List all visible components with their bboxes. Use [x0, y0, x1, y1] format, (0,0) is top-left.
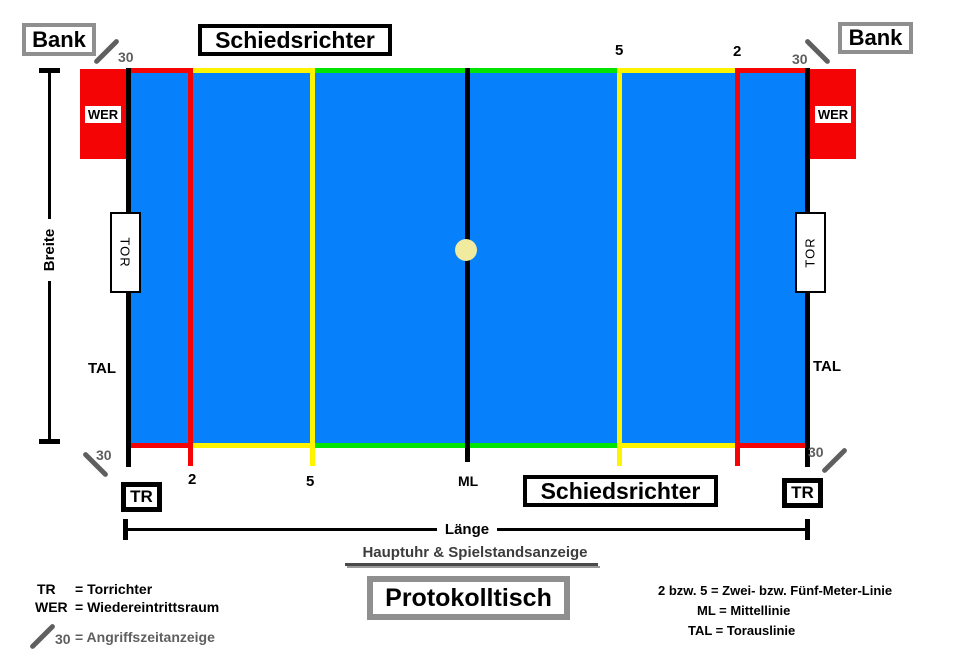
- legend-thirty-definition: = Angriffszeitanzeige: [75, 629, 215, 645]
- bottom-edge-yellow-left: [190, 443, 312, 448]
- five-meter-label-bottom: 5: [306, 473, 315, 490]
- middle-line: [465, 68, 470, 462]
- referee-box-top: Schiedsrichter: [198, 24, 392, 56]
- laenge-label: Länge: [437, 519, 497, 539]
- shot-clock-label-bottom-left: 30: [96, 447, 112, 463]
- legend-shot-clock-icon: [29, 623, 56, 650]
- tal-label-right: TAL: [813, 358, 842, 375]
- middle-line-label: ML: [458, 473, 479, 489]
- legend-wer-term: WER: [35, 599, 68, 615]
- tr-box-right: TR: [782, 478, 823, 508]
- wer-area-left: WER: [80, 69, 126, 159]
- main-clock-label: Hauptuhr & Spielstandsanzeige: [362, 544, 588, 561]
- referee-box-bottom: Schiedsrichter: [523, 475, 718, 507]
- goal-label-left: TOR: [118, 237, 133, 268]
- two-meter-line-left: [188, 68, 193, 466]
- tal-label-left: TAL: [88, 360, 117, 377]
- bottom-edge-red-right: [737, 443, 805, 448]
- two-meter-label-top: 2: [733, 43, 742, 60]
- bank-box-left: Bank: [22, 23, 96, 56]
- tr-box-left: TR: [121, 482, 162, 512]
- two-meter-label-bottom: 2: [188, 471, 197, 488]
- top-edge-red-right: [737, 68, 805, 73]
- five-meter-line-left: [310, 68, 315, 466]
- wer-area-right: WER: [810, 69, 856, 159]
- top-edge-yellow-right: [620, 68, 737, 73]
- five-meter-line-right: [617, 68, 622, 466]
- goal-right: TOR: [795, 212, 826, 293]
- top-edge-red-left: [131, 68, 190, 73]
- wer-label-left: WER: [84, 105, 122, 123]
- main-clock-underline-shadow: [347, 566, 600, 568]
- legend-tr-definition: = Torrichter: [75, 581, 153, 597]
- protocol-table-box: Protokolltisch: [367, 576, 570, 620]
- legend-middle-line: ML = Mittellinie: [697, 603, 791, 618]
- shot-clock-icon-top-right: [804, 38, 831, 65]
- legend-thirty-term: 30: [55, 631, 71, 647]
- bottom-edge-yellow-right: [620, 443, 737, 448]
- breite-cap-bottom: [39, 439, 60, 444]
- ball: [455, 239, 477, 261]
- main-clock-underline: [345, 563, 598, 566]
- shot-clock-label-bottom-right: 30: [808, 444, 824, 460]
- top-edge-yellow-left: [190, 68, 312, 73]
- bottom-edge-red-left: [131, 443, 190, 448]
- legend-meter-lines: 2 bzw. 5 = Zwei- bzw. Fünf-Meter-Linie: [658, 583, 893, 598]
- goal-label-right: TOR: [803, 237, 818, 268]
- legend-wer-definition: = Wiedereintrittsraum: [75, 599, 220, 615]
- legend-goal-line: TAL = Torauslinie: [688, 623, 796, 638]
- bank-box-right: Bank: [838, 22, 913, 54]
- shot-clock-icon-top-left: [93, 38, 120, 65]
- shot-clock-label-top-left: 30: [118, 49, 134, 65]
- wer-label-right: WER: [814, 105, 852, 123]
- laenge-cap-right: [805, 519, 810, 540]
- goal-left: TOR: [110, 212, 141, 293]
- breite-label: Breite: [39, 219, 59, 281]
- shot-clock-label-top-right: 30: [792, 51, 808, 67]
- shot-clock-icon-bottom-right: [821, 447, 848, 474]
- two-meter-line-right: [735, 68, 740, 466]
- legend-tr-term: TR: [37, 581, 56, 597]
- five-meter-label-top: 5: [615, 42, 624, 59]
